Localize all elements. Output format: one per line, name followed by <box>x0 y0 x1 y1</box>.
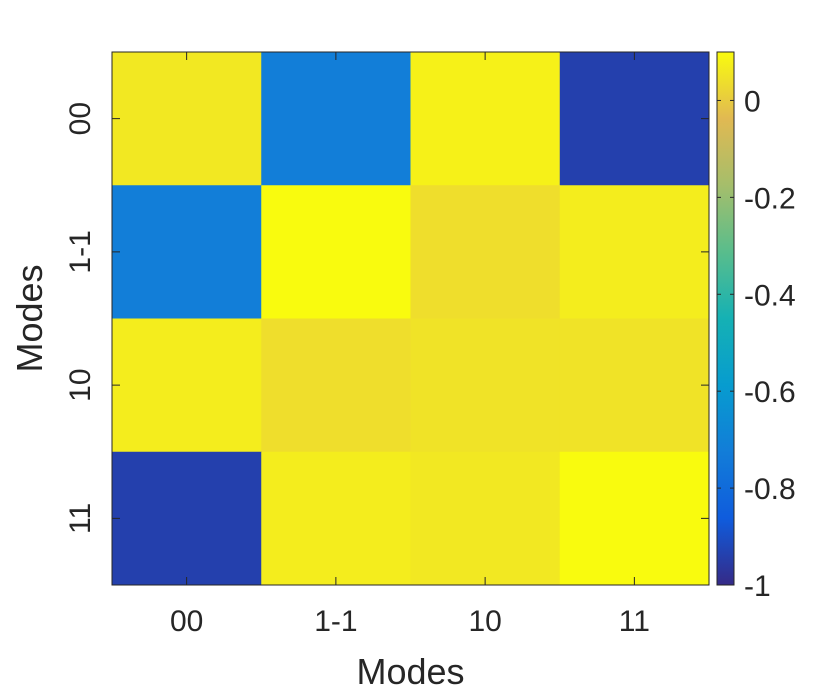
heatmap-cell-10-00 <box>112 318 262 453</box>
heatmap-cell-00-00 <box>112 52 262 186</box>
heatmap-cell-1-1-11 <box>559 185 710 319</box>
plot-frame <box>111 51 710 586</box>
heatmap-cell-11-00 <box>112 451 262 586</box>
x-tick-label: 11 <box>619 605 650 638</box>
heatmap-cell-10-11 <box>559 318 710 453</box>
colorbar-tick-label: -0.6 <box>744 376 796 409</box>
y-axis-ticks: 00 1-1 10 11 <box>64 102 709 534</box>
colorbar-ticks: 0 -0.2 -0.4 -0.6 -0.8 -1 <box>717 85 796 603</box>
heatmap-cell-11-10 <box>410 451 561 586</box>
colorbar-tick-label: 0 <box>744 85 761 118</box>
heatmap-cell-00-10 <box>410 52 561 186</box>
colorbar-tick-label: -1 <box>744 570 771 603</box>
heatmap-cell-10-1-1 <box>261 318 411 453</box>
colorbar-tick-label: -0.2 <box>744 182 796 215</box>
heatmap-cell-1-1-10 <box>410 185 561 319</box>
x-tick-label: 10 <box>468 605 501 638</box>
y-tick-label: 1-1 <box>64 230 97 273</box>
heatmap-cell-00-11 <box>559 52 710 186</box>
colorbar-tick-label: -0.8 <box>744 473 796 506</box>
y-tick-label: 00 <box>64 102 97 135</box>
heatmap-cells <box>112 52 710 586</box>
y-tick-label: 11 <box>64 503 97 534</box>
colorbar-tick-label: -0.4 <box>744 279 796 312</box>
heatmap-cell-1-1-00 <box>112 185 262 319</box>
y-tick-label: 10 <box>64 368 97 401</box>
x-tick-label: 00 <box>170 605 203 638</box>
x-axis-ticks: 00 1-1 10 11 <box>170 52 650 638</box>
heatmap-cell-00-1-1 <box>261 52 411 186</box>
heatmap-cell-11-11 <box>559 451 710 586</box>
heatmap-cell-10-10 <box>410 318 561 453</box>
colorbar <box>716 51 735 586</box>
heatmap-cell-11-1-1 <box>261 451 411 586</box>
x-axis-label: Modes <box>356 651 464 692</box>
y-axis-label: Modes <box>9 264 50 372</box>
heatmap-cell-1-1-1-1 <box>261 185 411 319</box>
x-tick-label: 1-1 <box>314 605 357 638</box>
